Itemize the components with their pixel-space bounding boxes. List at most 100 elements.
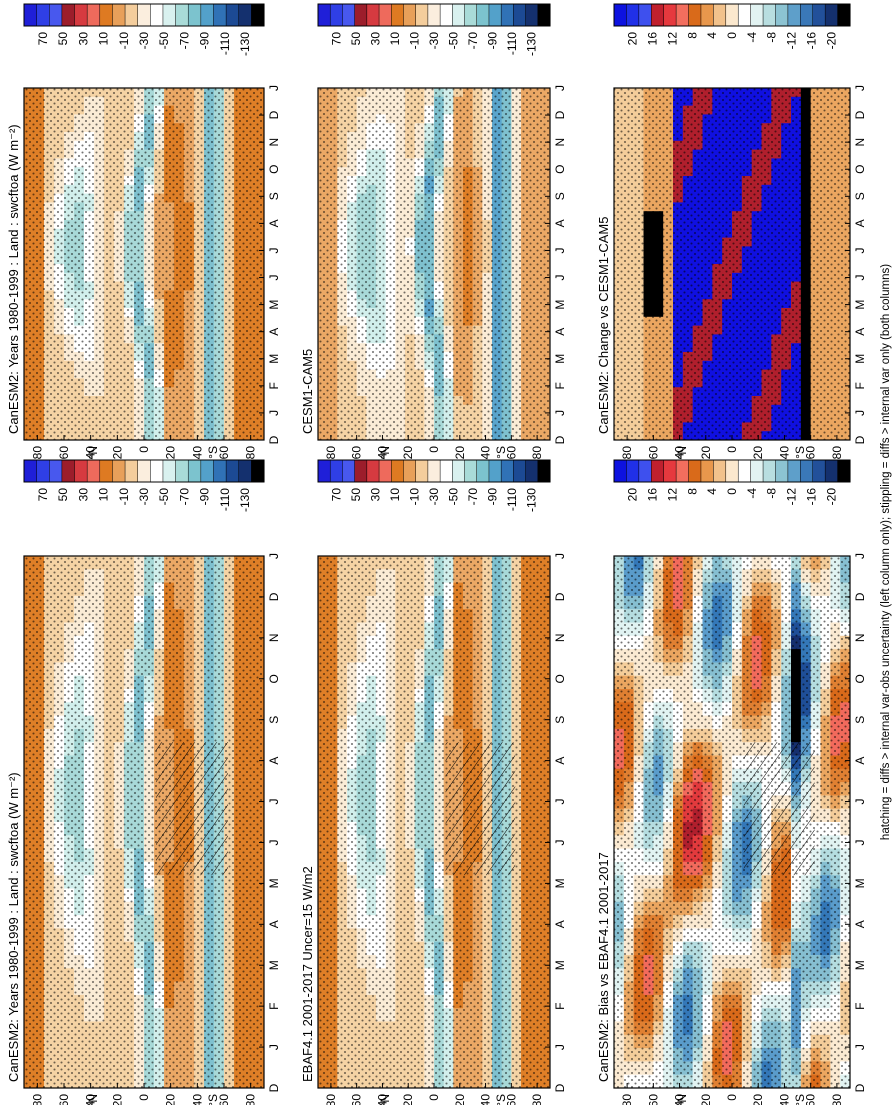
x-tick-label: J (267, 85, 281, 91)
y-tick-label: 60 (57, 446, 71, 460)
colorbar-swatch (452, 459, 466, 483)
colorbar-tick-label: -110 (218, 488, 232, 511)
x-tick-label: N (553, 634, 567, 643)
colorbar-swatch (427, 3, 441, 27)
x-tick-label: J (553, 410, 567, 416)
colorbar-swatch (112, 3, 126, 27)
x-tick-label: J (267, 247, 281, 253)
y-tick-label: 40 (84, 1094, 98, 1105)
colorbar-swatch (137, 459, 151, 483)
x-tick-label: D (267, 1083, 281, 1092)
colorbar-swatch (137, 3, 151, 27)
colorbar-swatch (366, 459, 380, 483)
colorbar-swatch (391, 3, 405, 27)
colorbar-swatch (162, 459, 177, 483)
colorbar-frame (23, 459, 265, 483)
colorbar-swatch (354, 3, 368, 27)
x-tick-label: D (267, 110, 281, 119)
x-tick-label: J (553, 553, 567, 559)
colorbar-swatch (251, 459, 265, 483)
y-tick-label: 80 (30, 1094, 44, 1105)
colorbar-tick-label: -70 (466, 32, 480, 50)
colorbar-tick-label: -50 (447, 488, 461, 506)
y-tick-label: 80 (244, 1094, 258, 1105)
y-tick-label: 60 (504, 446, 518, 460)
x-tick-label: S (553, 192, 567, 200)
colorbar-swatch (162, 3, 177, 27)
panel-title: CanESM2: Years 1980-1999 : Land : swcfto… (6, 772, 21, 1082)
panel-title: CESM1-CAM5 (300, 349, 315, 434)
colorbar-swatch (187, 3, 202, 27)
colorbar-tick-label: -90 (198, 32, 212, 50)
x-tick-label: M (267, 878, 281, 888)
colorbar-tick-label: -130 (238, 32, 252, 56)
colorbar-swatch (500, 459, 514, 483)
colorbar-tick-label: -10 (117, 488, 131, 506)
y-tick-label: 60 (217, 1094, 231, 1105)
colorbar-tick-label: 70 (36, 32, 50, 46)
y-tick-label: 80 (244, 446, 258, 460)
colorbar-swatch (513, 3, 527, 27)
x-tick-label: M (267, 300, 281, 310)
colorbar-tick-label: 50 (56, 488, 70, 502)
colorbar-swatch (525, 3, 539, 27)
colorbar-swatch (124, 3, 139, 27)
x-tick-label: S (267, 192, 281, 200)
colorbar-swatch (86, 459, 101, 483)
x-tick-label: D (267, 592, 281, 601)
colorbar-swatch (366, 3, 380, 27)
colorbar-swatch (124, 459, 139, 483)
x-tick-label: S (267, 716, 281, 724)
colorbar-swatch (99, 3, 113, 27)
y-axis-label-north: °N (86, 1094, 100, 1105)
colorbar-tick-label: 70 (329, 32, 343, 46)
colorbar-tick-label: 70 (36, 488, 50, 502)
stippling-overlay (24, 88, 264, 440)
colorbar-tick-label: -30 (427, 32, 441, 50)
x-tick-label: M (553, 878, 567, 888)
x-tick-label: J (553, 1044, 567, 1050)
x-tick-label: D (553, 1083, 567, 1092)
colorbar-tick-label: 70 (329, 488, 343, 502)
colorbar-swatch (378, 3, 392, 27)
x-tick-label: A (553, 328, 567, 336)
y-tick-label: 40 (84, 446, 98, 460)
y-tick-label: 80 (324, 1094, 338, 1105)
y-tick-label: 0 (427, 1094, 441, 1101)
colorbar-tick-label: -110 (505, 32, 519, 55)
hatching-overlay (156, 742, 228, 876)
colorbar-frame (23, 3, 265, 27)
colorbar-swatch (23, 3, 38, 27)
colorbar-swatch (99, 459, 113, 483)
colorbar-frame (317, 459, 551, 483)
colorbar-swatch (213, 3, 227, 27)
x-tick-label: F (553, 1002, 567, 1009)
colorbar-swatch (36, 459, 50, 483)
colorbar-swatch (200, 459, 215, 483)
y-tick-label: 20 (453, 446, 467, 460)
x-tick-label: F (267, 382, 281, 389)
colorbar-swatch (342, 3, 356, 27)
y-tick-label: 20 (164, 1094, 178, 1105)
x-tick-label: J (267, 839, 281, 845)
colorbar-swatch (476, 3, 490, 27)
y-tick-label: 0 (427, 446, 441, 453)
x-tick-label: S (553, 716, 567, 724)
colorbar-tick-label: -70 (466, 488, 480, 506)
colorbar-swatch (187, 459, 202, 483)
y-tick-label: 0 (137, 446, 151, 453)
colorbar-swatch (49, 459, 63, 483)
y-tick-label: 20 (164, 446, 178, 460)
colorbar-tick-label: -50 (447, 32, 461, 50)
x-tick-label: M (267, 960, 281, 970)
x-tick-label: A (267, 328, 281, 336)
y-tick-label: 20 (401, 1094, 415, 1105)
x-tick-label: J (267, 799, 281, 805)
y-tick-label: 40 (190, 446, 204, 460)
x-tick-label: O (267, 674, 281, 683)
colorbar-swatch (342, 459, 356, 483)
